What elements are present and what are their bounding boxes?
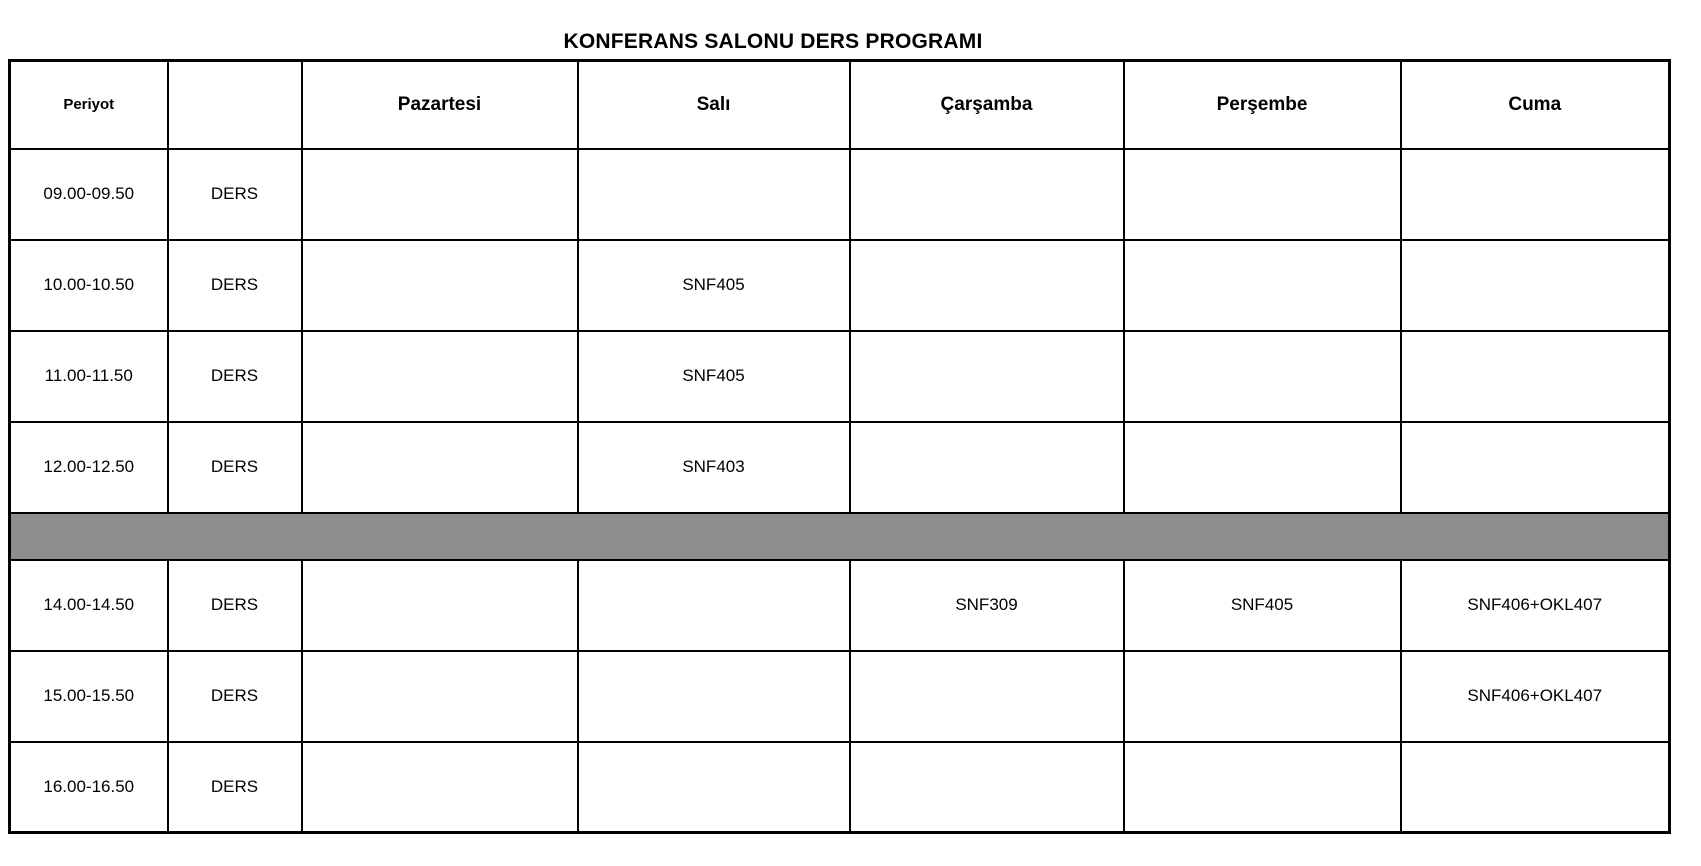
lunch-break-band bbox=[8, 511, 1671, 561]
course-cell-monday bbox=[300, 649, 579, 743]
course-cell-thursday bbox=[1122, 238, 1402, 332]
course-cell-tuesday: SNF405 bbox=[576, 329, 851, 423]
lunch-break-row bbox=[8, 511, 1671, 561]
course-cell-thursday bbox=[1122, 147, 1402, 241]
period-cell: 12.00-12.50 bbox=[8, 420, 169, 514]
course-cell-wednesday bbox=[848, 147, 1125, 241]
course-cell-wednesday: SNF309 bbox=[848, 558, 1125, 652]
course-cell-tuesday bbox=[576, 147, 851, 241]
course-cell-tuesday bbox=[576, 740, 851, 834]
course-cell-wednesday bbox=[848, 238, 1125, 332]
lesson-type-cell: DERS bbox=[166, 238, 303, 332]
schedule-row-1400: 14.00-14.50 DERS SNF309 SNF405 SNF406+OK… bbox=[8, 558, 1671, 652]
course-cell-monday bbox=[300, 420, 579, 514]
course-cell-tuesday bbox=[576, 558, 851, 652]
schedule-row-1100: 11.00-11.50 DERS SNF405 bbox=[8, 329, 1671, 423]
course-cell-friday bbox=[1399, 420, 1671, 514]
course-cell-friday bbox=[1399, 329, 1671, 423]
period-cell: 16.00-16.50 bbox=[8, 740, 169, 834]
header-row: Periyot Pazartesi Salı Çarşamba Perşembe… bbox=[8, 59, 1671, 150]
day-header-wednesday: Çarşamba bbox=[848, 59, 1125, 150]
course-cell-thursday bbox=[1122, 740, 1402, 834]
schedule-row-1000: 10.00-10.50 DERS SNF405 bbox=[8, 238, 1671, 332]
course-cell-friday bbox=[1399, 147, 1671, 241]
schedule-row-1600: 16.00-16.50 DERS bbox=[8, 740, 1671, 834]
course-cell-thursday bbox=[1122, 649, 1402, 743]
course-cell-wednesday bbox=[848, 740, 1125, 834]
empty-column-header bbox=[166, 59, 303, 150]
schedule-row-1200: 12.00-12.50 DERS SNF403 bbox=[8, 420, 1671, 514]
day-header-tuesday: Salı bbox=[576, 59, 851, 150]
lesson-type-cell: DERS bbox=[166, 558, 303, 652]
course-cell-friday bbox=[1399, 740, 1671, 834]
course-cell-tuesday: SNF403 bbox=[576, 420, 851, 514]
day-header-thursday: Perşembe bbox=[1122, 59, 1402, 150]
period-cell: 09.00-09.50 bbox=[8, 147, 169, 241]
course-cell-friday: SNF406+OKL407 bbox=[1399, 649, 1671, 743]
period-column-header: Periyot bbox=[8, 59, 169, 150]
lesson-type-cell: DERS bbox=[166, 329, 303, 423]
lesson-type-cell: DERS bbox=[166, 147, 303, 241]
course-cell-wednesday bbox=[848, 329, 1125, 423]
course-schedule-table: Periyot Pazartesi Salı Çarşamba Perşembe… bbox=[8, 59, 1671, 834]
lesson-type-cell: DERS bbox=[166, 740, 303, 834]
course-cell-monday bbox=[300, 558, 579, 652]
schedule-row-1500: 15.00-15.50 DERS SNF406+OKL407 bbox=[8, 649, 1671, 743]
course-cell-wednesday bbox=[848, 649, 1125, 743]
period-cell: 11.00-11.50 bbox=[8, 329, 169, 423]
day-header-monday: Pazartesi bbox=[300, 59, 579, 150]
lesson-type-cell: DERS bbox=[166, 420, 303, 514]
course-cell-tuesday: SNF405 bbox=[576, 238, 851, 332]
course-cell-thursday bbox=[1122, 329, 1402, 423]
lesson-type-cell: DERS bbox=[166, 649, 303, 743]
course-cell-thursday bbox=[1122, 420, 1402, 514]
course-cell-monday bbox=[300, 329, 579, 423]
course-cell-thursday: SNF405 bbox=[1122, 558, 1402, 652]
schedule-row-0900: 09.00-09.50 DERS bbox=[8, 147, 1671, 241]
day-header-friday: Cuma bbox=[1399, 59, 1671, 150]
course-cell-friday: SNF406+OKL407 bbox=[1399, 558, 1671, 652]
course-cell-tuesday bbox=[576, 649, 851, 743]
period-cell: 10.00-10.50 bbox=[8, 238, 169, 332]
course-cell-monday bbox=[300, 238, 579, 332]
period-cell: 14.00-14.50 bbox=[8, 558, 169, 652]
course-cell-monday bbox=[300, 740, 579, 834]
course-cell-friday bbox=[1399, 238, 1671, 332]
course-cell-wednesday bbox=[848, 420, 1125, 514]
page-title: KONFERANS SALONU DERS PROGRAMI bbox=[563, 30, 983, 53]
period-cell: 15.00-15.50 bbox=[8, 649, 169, 743]
course-cell-monday bbox=[300, 147, 579, 241]
